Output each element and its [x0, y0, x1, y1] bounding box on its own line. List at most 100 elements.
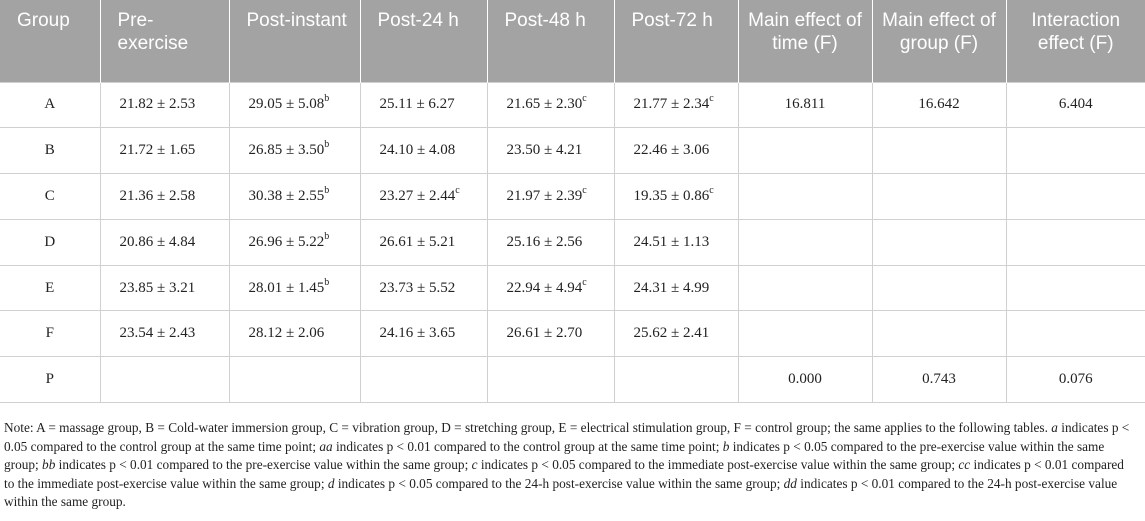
cell-post-24h: 23.73 ± 5.52: [359, 264, 488, 312]
cell-pre-exercise: 20.86 ± 4.84: [99, 218, 230, 266]
note-symbol: a: [1051, 420, 1058, 435]
cell-post-48h: [486, 356, 615, 404]
cell-group-effect: [871, 127, 1007, 175]
cell-group-value: D: [44, 233, 56, 250]
cell-post-24h-value: 24.16 ± 3.65: [379, 325, 456, 342]
cell-post-72h: 24.51 ± 1.13: [613, 218, 739, 266]
cell-post-48h-value: 21.97 ± 2.39: [506, 187, 583, 204]
cell-post-48h-value: 26.61 ± 2.70: [506, 325, 583, 342]
cell-post-48h-value: 21.65 ± 2.30: [506, 96, 583, 113]
cell-post-instant: 28.01 ± 1.45b: [228, 264, 361, 312]
cell-post-72h: 25.62 ± 2.41: [613, 310, 739, 358]
significance-marker: b: [324, 230, 330, 242]
cell-post-instant-value: 28.12 ± 2.06: [248, 325, 325, 342]
significance-marker: c: [709, 184, 714, 196]
cell-post-48h: 22.94 ± 4.94c: [486, 264, 615, 312]
significance-marker: b: [324, 276, 330, 288]
cell-group-effect: [871, 264, 1007, 312]
cell-post-72h: 24.31 ± 4.99: [613, 264, 739, 312]
cell-group: D: [0, 218, 101, 266]
cell-interaction-effect: 6.404: [1005, 81, 1145, 129]
cell-interaction-effect-value: 0.076: [1058, 371, 1093, 388]
cell-post-24h-value: 24.10 ± 4.08: [379, 142, 456, 159]
cell-interaction-effect: [1005, 218, 1145, 266]
cell-group-effect-value: 0.743: [922, 371, 956, 388]
cell-pre-exercise-value: 21.72 ± 1.65: [119, 142, 196, 159]
cell-post-48h: 21.65 ± 2.30c: [486, 81, 615, 129]
cell-post-24h-value: 26.61 ± 5.21: [379, 233, 456, 250]
cell-group-value: P: [45, 371, 54, 388]
note-item-text: indicates p < 0.01 compared to the pre-e…: [58, 457, 469, 473]
column-header-group-effect: Main effect of group (F): [871, 0, 1006, 82]
cell-group-value: B: [44, 142, 55, 159]
cell-time-effect: [737, 310, 873, 358]
significance-marker: b: [324, 139, 330, 151]
cell-time-effect: [737, 218, 873, 266]
cell-interaction-effect: 0.076: [1005, 356, 1145, 404]
cell-pre-exercise: 23.54 ± 2.43: [99, 310, 230, 358]
cell-post-48h: 25.16 ± 2.56: [486, 218, 615, 266]
table-note: Note: A = massage group, B = Cold-water …: [4, 419, 1136, 512]
cell-group-effect: 0.743: [871, 356, 1007, 404]
cell-post-instant: 26.96 ± 5.22b: [228, 218, 361, 266]
significance-marker: b: [324, 184, 330, 196]
table-row: D 20.86 ± 4.84 26.96 ± 5.22b 26.61 ± 5.21 25…: [0, 218, 1145, 266]
cell-post-instant: 26.85 ± 3.50b: [228, 127, 361, 175]
note-item-text: indicates p < 0.05 compared to the contr…: [4, 420, 1130, 454]
cell-post-24h: 26.61 ± 5.21: [359, 218, 488, 266]
cell-group: A: [0, 81, 101, 129]
cell-time-effect: [737, 264, 873, 312]
cell-post-48h-value: 22.94 ± 4.94: [506, 279, 583, 296]
cell-post-72h-value: 24.31 ± 4.99: [633, 279, 710, 296]
cell-pre-exercise-value: 21.82 ± 2.53: [119, 96, 196, 113]
cell-time-effect: 0.000: [737, 356, 873, 404]
cell-interaction-effect: [1005, 264, 1145, 312]
cell-post-72h: [613, 356, 739, 404]
cell-post-24h: [359, 356, 488, 404]
cell-post-instant: [228, 356, 361, 404]
cell-post-72h-value: 25.62 ± 2.41: [633, 325, 710, 342]
significance-marker: b: [324, 93, 330, 105]
significance-marker: c: [582, 93, 587, 105]
cell-post-24h: 24.10 ± 4.08: [359, 127, 488, 175]
cell-group-effect-value: 16.642: [918, 96, 960, 113]
significance-marker: c: [455, 184, 460, 196]
column-header-pre-exercise: Pre-exercise: [99, 0, 229, 82]
cell-post-72h-value: 19.35 ± 0.86: [633, 187, 710, 204]
note-symbol: d: [327, 475, 335, 491]
cell-post-48h-value: 23.50 ± 4.21: [506, 142, 583, 159]
significance-marker: c: [709, 93, 714, 105]
table-row: B 21.72 ± 1.65 26.85 ± 3.50b 24.10 ± 4.08 23…: [0, 127, 1145, 175]
header-row: Group Pre-exercise Post-instant Post-24 …: [0, 0, 1145, 82]
cell-post-72h: 22.46 ± 3.06: [613, 127, 739, 175]
cell-post-24h: 23.27 ± 2.44c: [359, 173, 488, 220]
cell-group-value: A: [44, 96, 56, 113]
note-item-text: indicates p < 0.05 compared to the immed…: [480, 457, 956, 473]
cell-post-instant-value: 28.01 ± 1.45: [248, 279, 325, 296]
cell-post-instant: 30.38 ± 2.55b: [228, 173, 361, 220]
cell-post-48h: 23.50 ± 4.21: [486, 127, 615, 175]
column-header-post-72h: Post-72 h: [613, 0, 738, 82]
cell-time-effect: [737, 173, 873, 220]
cell-post-instant-value: 26.85 ± 3.50: [248, 142, 325, 159]
note-intro: Note: A = massage group, B = Cold-water …: [4, 420, 1048, 435]
cell-pre-exercise: 21.72 ± 1.65: [99, 127, 230, 175]
cell-pre-exercise-value: 23.54 ± 2.43: [119, 325, 196, 342]
column-header-interaction-effect: Interaction effect (F): [1005, 0, 1145, 82]
cell-group-effect: 16.642: [871, 81, 1007, 129]
table-row: P 0.000 0.743 0.076: [0, 356, 1145, 404]
cell-post-24h: 25.11 ± 6.27: [359, 81, 488, 129]
cell-group: C: [0, 173, 101, 220]
cell-pre-exercise: 23.85 ± 3.21: [99, 264, 230, 312]
cell-post-72h: 21.77 ± 2.34c: [613, 81, 739, 129]
cell-post-instant-value: 30.38 ± 2.55: [248, 187, 325, 204]
cell-interaction-effect: [1005, 127, 1145, 175]
cell-post-72h-value: 21.77 ± 2.34: [633, 96, 710, 113]
significance-marker: c: [582, 184, 587, 196]
cell-pre-exercise-value: 20.86 ± 4.84: [119, 233, 196, 250]
cell-group-effect: [871, 218, 1007, 266]
cell-pre-exercise: 21.82 ± 2.53: [99, 81, 230, 129]
table-row: C 21.36 ± 2.58 30.38 ± 2.55b 23.27 ± 2.44c 2…: [0, 173, 1145, 220]
note-symbol: cc: [958, 457, 971, 473]
cell-group: P: [0, 356, 101, 404]
